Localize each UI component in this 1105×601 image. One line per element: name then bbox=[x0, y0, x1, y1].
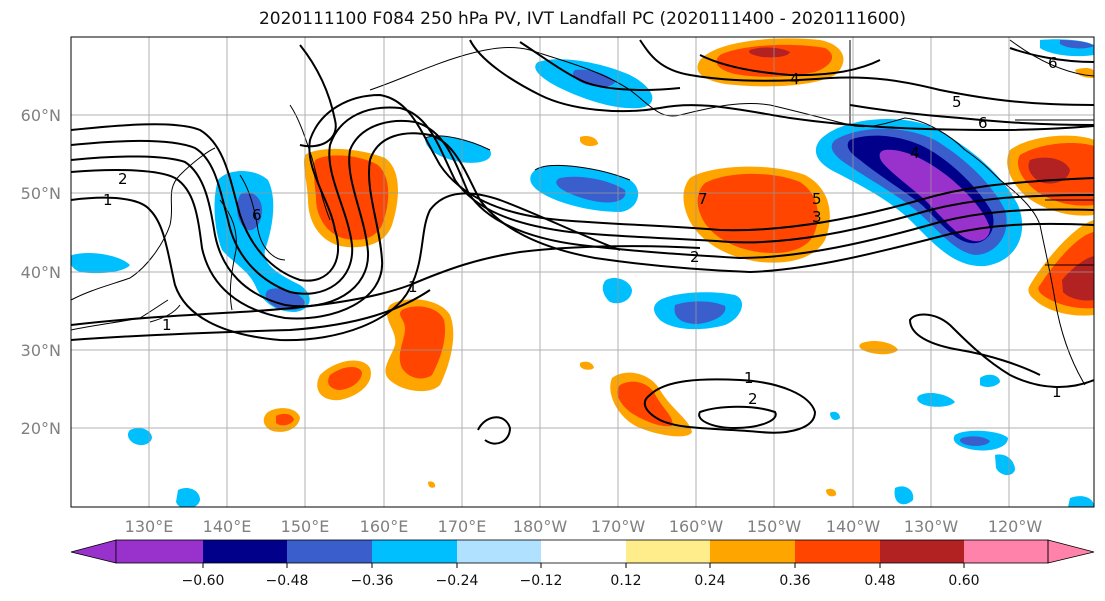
contour-label: 1 bbox=[1052, 383, 1062, 401]
lon-label: 140°W bbox=[826, 517, 881, 536]
lon-label: 150°W bbox=[747, 517, 802, 536]
lat-label: 20°N bbox=[21, 419, 61, 438]
colorbar-tick-label: −0.36 bbox=[351, 573, 394, 589]
contour-label: 6 bbox=[978, 114, 988, 132]
colorbar-tick-label: 0.24 bbox=[694, 573, 725, 589]
lon-label: 170°W bbox=[591, 517, 646, 536]
negative-anomaly-blobs bbox=[71, 39, 1094, 507]
coastlines bbox=[71, 39, 1094, 386]
colorbar-swatch bbox=[116, 540, 203, 563]
contour-label: 3 bbox=[812, 208, 822, 226]
contour-label: 7 bbox=[698, 190, 708, 208]
contour-labels: 2 1 6 1 1 2 7 5 3 4 5 6 1 2 1 4 6 bbox=[103, 54, 1062, 408]
lon-label: 140°E bbox=[203, 517, 252, 536]
lat-label: 50°N bbox=[21, 184, 61, 203]
colorbar-tick-label: 0.60 bbox=[948, 573, 979, 589]
colorbar-swatch bbox=[880, 540, 964, 563]
colorbar-arrow-right bbox=[1047, 539, 1095, 564]
positive-anomaly-central-pacific bbox=[683, 166, 830, 263]
contour-label: 6 bbox=[1048, 54, 1058, 72]
colorbar: −0.60 −0.48 −0.36 −0.24 −0.12 0.12 0.24 … bbox=[70, 539, 1095, 589]
shading-layer bbox=[71, 38, 1094, 507]
colorbar-ticks bbox=[202, 563, 965, 568]
contour-label: 2 bbox=[690, 248, 700, 266]
colorbar-tick-label: −0.12 bbox=[520, 573, 563, 589]
colorbar-arrow-left bbox=[70, 539, 117, 564]
lon-label: 130°W bbox=[904, 517, 959, 536]
colorbar-tick-label: −0.48 bbox=[266, 573, 309, 589]
lat-label: 60°N bbox=[21, 106, 61, 125]
contour-label: 6 bbox=[252, 206, 262, 224]
map-frame bbox=[70, 36, 1095, 508]
map-title: 2020111100 F084 250 hPa PV, IVT Landfall… bbox=[258, 9, 906, 29]
colorbar-tick-label: 0.12 bbox=[610, 573, 641, 589]
contour-label: 4 bbox=[910, 144, 920, 162]
lat-label: 30°N bbox=[21, 341, 61, 360]
colorbar-tick-label: −0.60 bbox=[182, 573, 225, 589]
contour-label: 1 bbox=[408, 278, 418, 296]
colorbar-tick-label: 0.36 bbox=[779, 573, 810, 589]
colorbar-tick-label: 0.48 bbox=[864, 573, 895, 589]
colorbar-swatch bbox=[457, 540, 541, 563]
lon-label: 180°W bbox=[513, 517, 568, 536]
colorbar-swatch bbox=[626, 540, 710, 563]
colorbar-swatch bbox=[541, 540, 626, 563]
colorbar-swatch bbox=[795, 540, 880, 563]
colorbar-frame bbox=[115, 539, 1049, 564]
contour-label: 1 bbox=[103, 191, 113, 209]
lon-label: 120°W bbox=[988, 517, 1043, 536]
lon-label: 170°E bbox=[438, 517, 487, 536]
contour-label: 1 bbox=[744, 369, 754, 387]
colorbar-tick-label: −0.24 bbox=[436, 573, 479, 589]
map-plot-area: 2 1 6 1 1 2 7 5 3 4 5 6 1 2 1 4 6 bbox=[71, 37, 1094, 507]
lon-label: 160°W bbox=[669, 517, 724, 536]
colorbar-swatch bbox=[372, 540, 457, 563]
colorbar-tick-labels: −0.60 −0.48 −0.36 −0.24 −0.12 0.12 0.24 … bbox=[182, 573, 980, 589]
contour-label: 1 bbox=[162, 316, 172, 334]
colorbar-swatch bbox=[203, 540, 287, 563]
colorbar-swatch bbox=[287, 540, 372, 563]
contour-label: 5 bbox=[952, 93, 962, 111]
contour-label: 5 bbox=[812, 190, 822, 208]
longitude-labels: 130°E 140°E 150°E 160°E 170°E 180°W 170°… bbox=[125, 517, 1043, 536]
colorbar-swatch bbox=[710, 540, 795, 563]
pv-contours bbox=[71, 39, 1094, 445]
contour-label: 2 bbox=[748, 390, 758, 408]
latitude-labels: 60°N 50°N 40°N 30°N 20°N bbox=[21, 106, 61, 438]
lon-label: 150°E bbox=[281, 517, 330, 536]
lon-label: 130°E bbox=[125, 517, 174, 536]
contour-label: 4 bbox=[790, 70, 800, 88]
colorbar-swatch bbox=[964, 540, 1048, 563]
lon-label: 160°E bbox=[360, 517, 409, 536]
contour-label: 2 bbox=[118, 170, 128, 188]
lat-label: 40°N bbox=[21, 263, 61, 282]
